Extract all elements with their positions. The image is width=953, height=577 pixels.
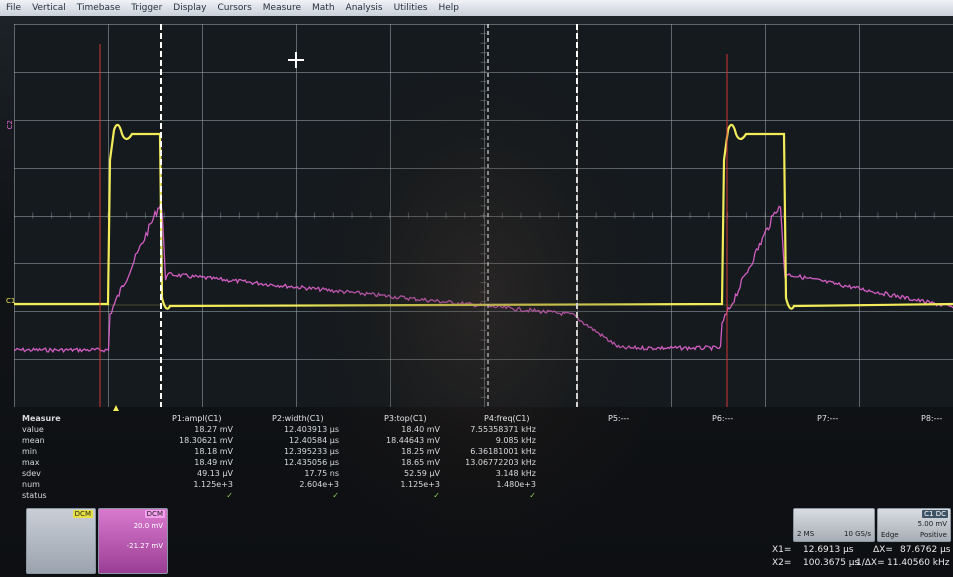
p2-mean: 12.40584 µs [289, 436, 339, 445]
p1-max: 18.49 mV [194, 458, 233, 467]
p3-min: 18.25 mV [401, 447, 440, 456]
param-p5-name[interactable]: P5:--- [608, 414, 630, 423]
p4-value: 7.55358371 kHz [470, 425, 536, 434]
c2-offset: -21.27 mV [126, 542, 163, 550]
p2-status: ✓ [332, 491, 339, 500]
p2-sdev: 17.75 ns [304, 469, 339, 478]
row-label-sdev: sdev [22, 469, 41, 478]
menu-analysis[interactable]: Analysis [345, 3, 383, 13]
menu-help[interactable]: Help [438, 3, 460, 13]
timebase-box[interactable]: 2 MS 10 GS/s [793, 508, 875, 542]
trigger-source-tag: C1 DC [922, 510, 948, 518]
row-label-max: max [22, 458, 40, 467]
row-label-value: value [22, 425, 44, 434]
menu-timebase[interactable]: Timebase [76, 3, 121, 13]
p1-status: ✓ [226, 491, 233, 500]
cursor-inv-dx-value: 11.40560 kHz [887, 558, 950, 568]
ch1-trace [14, 123, 953, 310]
menu-utilities[interactable]: Utilities [393, 3, 428, 13]
row-label-status: status [22, 491, 47, 500]
trigger-lines [99, 44, 728, 407]
ch1-level-marker[interactable]: C1 [6, 297, 16, 305]
c2-coupling-tag: DCM [144, 510, 165, 518]
p2-value: 12.403913 µs [283, 425, 339, 434]
param-p8-name[interactable]: P8:--- [921, 414, 943, 423]
p3-mean: 18.44643 mV [386, 436, 440, 445]
p3-max: 18.65 mV [401, 458, 440, 467]
p4-min: 6.36181001 kHz [470, 447, 536, 456]
menu-file[interactable]: File [6, 3, 22, 13]
param-p6-name[interactable]: P6:--- [712, 414, 734, 423]
waveform-display[interactable] [14, 24, 953, 407]
param-p4-name[interactable]: P4:freq(C1) [484, 414, 530, 423]
p1-min: 18.18 mV [194, 447, 233, 456]
p2-max: 12.435056 µs [283, 458, 339, 467]
cursor-inv-dx-label: 1/ΔX= [856, 558, 885, 568]
ch1-waveform [14, 123, 953, 310]
trigger-slope: Positive [920, 531, 947, 539]
menu-measure[interactable]: Measure [262, 3, 302, 13]
c1-descriptor-box[interactable]: DCM [26, 508, 96, 574]
p3-sdev: 52.59 µV [403, 469, 440, 478]
c2-scale: 20.0 mV [133, 522, 163, 530]
menu-trigger[interactable]: Trigger [131, 3, 163, 13]
p3-status: ✓ [433, 491, 440, 500]
menu-cursors[interactable]: Cursors [217, 3, 252, 13]
p1-num: 1.125e+3 [193, 480, 233, 489]
menu-math[interactable]: Math [312, 3, 335, 13]
waveform-svg [14, 24, 953, 407]
c2-descriptor-box[interactable]: DCM 20.0 mV -21.27 mV [98, 508, 168, 574]
cursor-dx-label: ΔX= [873, 545, 893, 555]
trigger-level: 5.00 mV [917, 520, 947, 528]
row-label-min: min [22, 447, 38, 456]
menu-display[interactable]: Display [173, 3, 207, 13]
timebase-samples: 2 MS [797, 530, 815, 538]
c1-coupling-tag: DCM [72, 510, 93, 518]
cursor-lines[interactable] [160, 24, 578, 407]
p1-value: 18.27 mV [194, 425, 233, 434]
p4-status: ✓ [529, 491, 536, 500]
trigger-box[interactable]: C1 DC 5.00 mV Edge Positive [877, 508, 951, 542]
cursor-x2-label: X2= [772, 558, 792, 568]
p4-num: 1.480e+3 [496, 480, 536, 489]
trigger-type: Edge [881, 531, 899, 539]
param-p7-name[interactable]: P7:--- [817, 414, 839, 423]
measurement-table: Measure value mean min max sdev num stat… [14, 412, 953, 504]
param-p1-name[interactable]: P1:ampl(C1) [172, 414, 222, 423]
p1-mean: 18.30621 mV [179, 436, 233, 445]
cursor-x1-value: 12.6913 µs [803, 545, 854, 555]
cursor-x1-label: X1= [772, 545, 792, 555]
p4-max: 13.06772203 kHz [465, 458, 536, 467]
measure-header: Measure [22, 414, 61, 423]
p3-num: 1.125e+3 [400, 480, 440, 489]
p4-sdev: 3.148 kHz [495, 469, 536, 478]
p3-value: 18.40 mV [401, 425, 440, 434]
trigger-position-marker[interactable] [113, 405, 119, 411]
menu-bar: File Vertical Timebase Trigger Display C… [0, 0, 953, 16]
param-p3-name[interactable]: P3:top(C1) [384, 414, 427, 423]
p2-num: 2.604e+3 [299, 480, 339, 489]
menu-vertical[interactable]: Vertical [32, 3, 66, 13]
p1-sdev: 49.13 µV [196, 469, 233, 478]
graticule [14, 24, 953, 407]
cursor-dx-value: 87.6762 µs [900, 545, 951, 555]
timebase-rate: 10 GS/s [843, 530, 871, 538]
p2-min: 12.395233 µs [283, 447, 339, 456]
p4-mean: 9.085 kHz [495, 436, 536, 445]
cursor-x2-value: 100.3675 µs [803, 558, 860, 568]
param-p2-name[interactable]: P2:width(C1) [272, 414, 324, 423]
row-label-mean: mean [22, 436, 45, 445]
ch2-level-marker[interactable]: C2 [6, 120, 14, 130]
row-label-num: num [22, 480, 40, 489]
